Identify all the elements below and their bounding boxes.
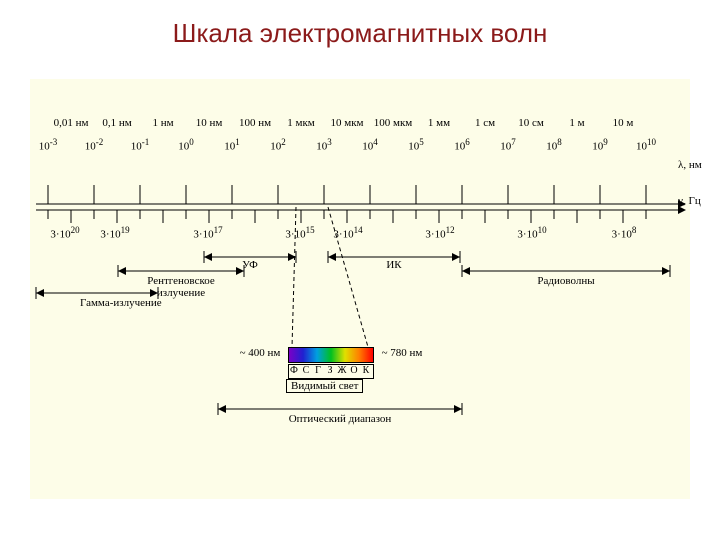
freq-label: 3·1015: [285, 225, 314, 241]
region-label: Радиоволны: [537, 275, 594, 287]
color-letters-box: [288, 364, 374, 379]
region-label: Оптический диапазон: [289, 413, 392, 425]
visible-label: Видимый свет: [286, 379, 363, 393]
page-title: Шкала электромагнитных волн: [0, 18, 720, 49]
region-label: Рентгеновскоеизлучение: [147, 275, 215, 299]
region-label: ИК: [386, 259, 401, 271]
axis-unit-freq: ν, Гц: [678, 195, 701, 207]
visible-end: ~ 780 нм: [382, 347, 423, 359]
freq-label: 3·1017: [193, 225, 222, 241]
freq-label: 3·1010: [517, 225, 546, 241]
axis-svg: [30, 79, 690, 499]
freq-label: 3·1014: [333, 225, 362, 241]
region-label: УФ: [242, 259, 258, 271]
visible-start: ~ 400 нм: [240, 347, 281, 359]
freq-label: 3·1020: [50, 225, 79, 241]
em-spectrum-diagram: 0,01 нм0,1 нм1 нм10 нм100 нм1 мкм10 мкм1…: [30, 79, 690, 499]
freq-label: 3·1012: [425, 225, 454, 241]
freq-label: 3·108: [612, 225, 637, 241]
axis-unit-wavelength: λ, нм: [678, 159, 702, 171]
visible-spectrum: [288, 347, 374, 363]
freq-label: 3·1019: [100, 225, 129, 241]
